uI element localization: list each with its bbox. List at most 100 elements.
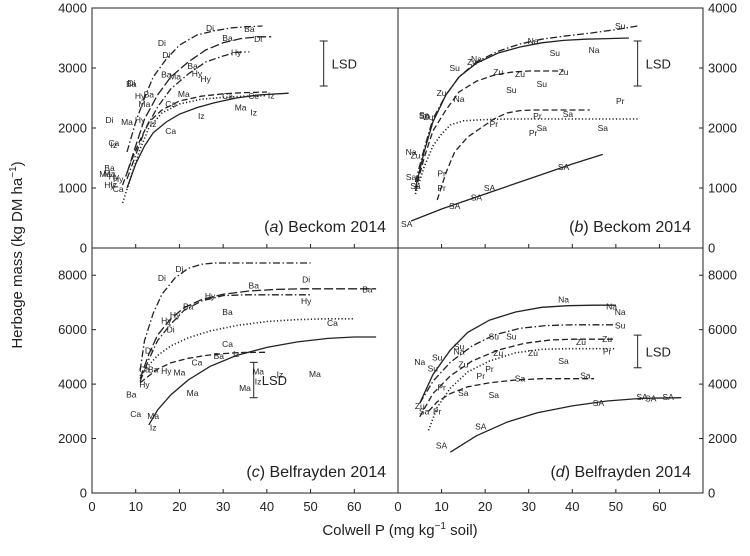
- point-label: Iz: [150, 423, 157, 433]
- point-label: Ba: [249, 281, 260, 291]
- series-line-SA: [410, 153, 603, 222]
- point-label: Pr: [485, 364, 494, 374]
- point-label: Pr: [437, 169, 446, 179]
- y-tick-label: 2000: [58, 121, 87, 136]
- point-label: Di: [302, 274, 310, 284]
- point-label: Sa: [515, 374, 526, 384]
- point-label: Su: [449, 63, 460, 73]
- y-tick-label: 2000: [58, 431, 87, 446]
- lsd-label: LSD: [262, 373, 287, 388]
- point-label: Ba: [161, 70, 172, 80]
- point-label: Iz: [111, 140, 118, 150]
- point-label: SA: [636, 392, 648, 402]
- x-tick-label: 20: [172, 499, 186, 514]
- point-label: Ma: [309, 369, 321, 379]
- y-tick-label: 0: [708, 241, 715, 256]
- panel-title-text: ) Beckom 2014: [583, 219, 691, 236]
- panel-title-text: ) Belfrayden 2014: [565, 464, 691, 481]
- point-label: Hy: [139, 380, 150, 390]
- point-label: Ma: [239, 383, 251, 393]
- point-label: Iz: [198, 111, 205, 121]
- point-label: Na: [558, 295, 569, 305]
- point-label: Pr: [603, 346, 612, 356]
- point-label: Pr: [437, 382, 446, 392]
- series-line-Ba: [126, 36, 272, 174]
- series-line-Ba: [139, 288, 377, 379]
- y-tick-label: 6000: [58, 322, 87, 337]
- panel-title-letter: b: [574, 219, 583, 236]
- point-label: Hy: [231, 47, 242, 57]
- point-label: Zu: [415, 401, 425, 411]
- panel-title-text: ) Beckom 2014: [278, 219, 386, 236]
- point-label: Ma: [147, 411, 159, 421]
- point-label: SA: [449, 201, 461, 211]
- point-label: Zu: [515, 69, 525, 79]
- panel-frame: [397, 7, 704, 249]
- x-tick-label: 50: [609, 499, 623, 514]
- point-label: Sa: [489, 390, 500, 400]
- x-axis-title-sup: −1: [435, 521, 447, 532]
- point-label: Hy: [170, 310, 181, 320]
- y-tick-label: 2000: [708, 431, 737, 446]
- series-line-Iz: [126, 92, 289, 189]
- point-label: Na: [454, 94, 465, 104]
- point-label: Na: [528, 36, 539, 46]
- point-label: Sa: [563, 109, 574, 119]
- point-label: Di: [158, 38, 166, 48]
- point-label: Na: [606, 302, 617, 312]
- x-tick-label: 0: [394, 499, 401, 514]
- point-label: Zu: [458, 360, 468, 370]
- point-label: Sa: [419, 406, 430, 416]
- point-label: Iz: [250, 107, 257, 117]
- point-label: Zu: [493, 348, 503, 358]
- point-label: Hy: [135, 91, 146, 101]
- point-label: Pr: [477, 371, 486, 381]
- point-label: Ma: [169, 71, 181, 81]
- x-tick-label: 40: [565, 499, 579, 514]
- y-tick-label: 0: [708, 486, 715, 501]
- series-line-Hy: [126, 51, 250, 180]
- x-tick-label: 40: [260, 499, 274, 514]
- point-label: Zu: [437, 88, 447, 98]
- point-label: Hy: [161, 316, 172, 326]
- point-label: Su: [419, 111, 430, 121]
- point-label: Sa: [458, 388, 469, 398]
- series-line-Iz: [148, 336, 377, 426]
- point-label: Zu: [493, 67, 503, 77]
- point-label: Ca: [113, 184, 124, 194]
- point-label: Su: [615, 21, 626, 31]
- series-line-Su: [414, 25, 638, 183]
- point-label: SA: [475, 421, 487, 431]
- lsd-label: LSD: [332, 57, 357, 72]
- series-line-Pr: [427, 347, 616, 431]
- y-tick-label: 4000: [708, 1, 737, 16]
- y-tick-label: 3000: [708, 61, 737, 76]
- point-label: Pr: [533, 111, 542, 121]
- point-label: Pr: [490, 119, 499, 129]
- panel-title-letter: a: [269, 219, 278, 236]
- x-tick-label: 0: [88, 499, 95, 514]
- point-label: Ma: [235, 103, 247, 113]
- point-label: Zu: [467, 57, 477, 67]
- point-label: Ca: [165, 99, 176, 109]
- point-label: Su: [428, 363, 439, 373]
- point-label: Ma: [139, 99, 151, 109]
- series-line-Sa: [428, 378, 595, 412]
- point-label: Iz: [268, 91, 275, 101]
- y-tick-label: 8000: [58, 268, 87, 283]
- point-label: Hy: [104, 180, 115, 190]
- point-label: Ba: [183, 302, 194, 312]
- point-label: Hy: [109, 172, 120, 182]
- panel-title: (c) Belfrayden 2014: [246, 464, 386, 481]
- point-label: Hy: [113, 174, 124, 184]
- lsd-label: LSD: [646, 57, 671, 72]
- point-label: Zu: [424, 112, 434, 122]
- point-label: Ca: [222, 91, 233, 101]
- x-axis-title: Colwell P (mg kg−1 soil): [322, 521, 477, 539]
- x-tick-label: 50: [303, 499, 317, 514]
- panel-title-open: (: [264, 219, 270, 236]
- panel-title-letter: c: [252, 464, 260, 481]
- point-label: Sa: [406, 172, 417, 182]
- series-line-Hy: [139, 294, 311, 382]
- point-label: SA: [558, 162, 570, 172]
